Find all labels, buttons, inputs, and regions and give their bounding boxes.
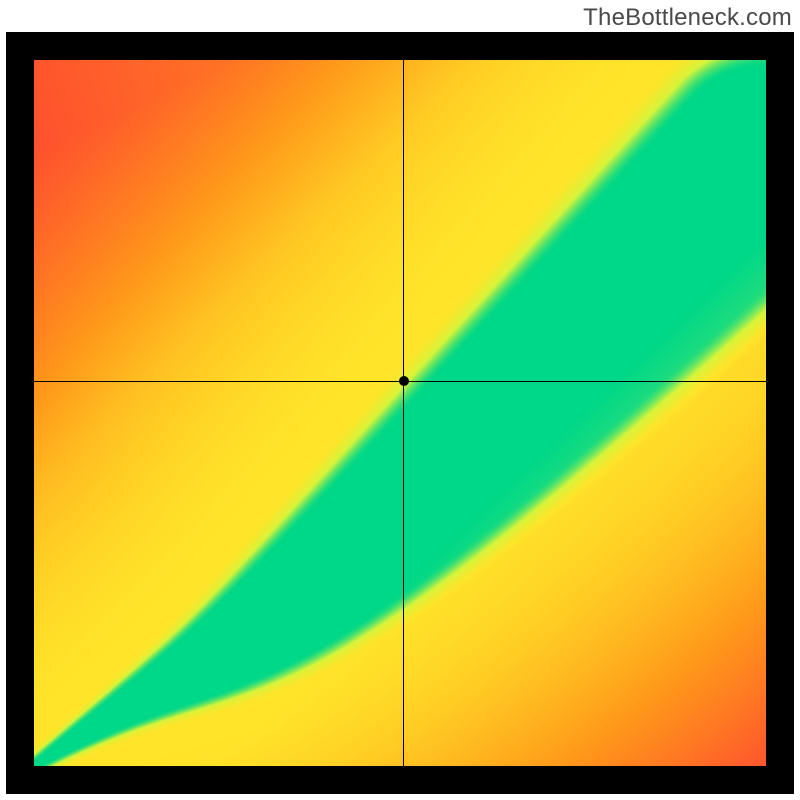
data-point-marker <box>399 376 409 386</box>
crosshair-vertical <box>403 60 404 766</box>
watermark-text: TheBottleneck.com <box>583 4 792 32</box>
heatmap-canvas <box>34 60 766 766</box>
figure-root: TheBottleneck.com <box>0 0 800 800</box>
heatmap-plot-area <box>34 60 766 766</box>
